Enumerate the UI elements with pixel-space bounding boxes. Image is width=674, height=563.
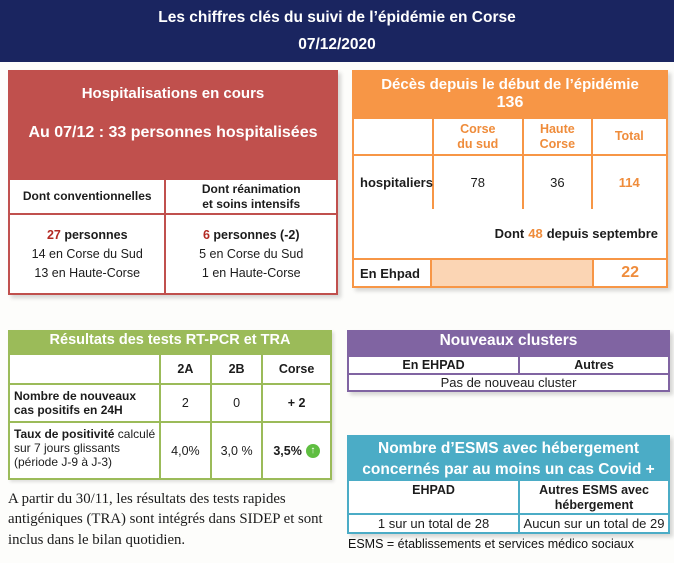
- esms-autres-value: Aucun sur un total de 29: [518, 515, 668, 532]
- count-line: 6 personnes (-2): [166, 226, 336, 245]
- count-value: 27: [46, 228, 61, 242]
- col-header-2b: 2B: [209, 355, 261, 383]
- esms-footnote: ESMS = établissements et services médico…: [348, 537, 634, 551]
- cell-reanimation: 6 personnes (-2) 5 en Corse du Sud 1 en …: [166, 215, 336, 293]
- deces-total-hospitaliers: 114: [618, 175, 640, 190]
- hospitalisations-title: Hospitalisations en cours: [81, 85, 265, 102]
- deces-table: Corse du sud Haute Corse Total hospitali…: [354, 119, 666, 209]
- tests-title: Résultats des tests RT-PCR et TRA: [10, 332, 330, 355]
- taux-2b: 3,0 %: [209, 421, 262, 478]
- deces-haute-corse: 36: [524, 156, 593, 209]
- col-header-autres-esms: Autres ESMS avec hébergement: [518, 481, 668, 513]
- nouveaux-cas-2b: 0: [209, 383, 262, 421]
- ehpad-spacer-cell: [432, 260, 595, 286]
- esms-data-row: 1 sur un total de 28 Aucun sur un total …: [349, 513, 668, 532]
- count-line: 27 personnes: [10, 226, 164, 245]
- trend-up-icon: ↑: [305, 443, 320, 458]
- note-value: 48: [528, 226, 543, 241]
- deces-corse-du-sud: 78: [434, 156, 525, 209]
- col-header-autres: Autres: [518, 357, 668, 373]
- detail-line: 13 en Haute-Corse: [34, 265, 141, 280]
- col-header-ehpad: EHPAD: [412, 483, 455, 497]
- page-date: 07/12/2020: [298, 35, 376, 53]
- deces-title: Décès depuis le début de l’épidémie: [381, 76, 639, 93]
- clusters-panel: Nouveaux clusters En EHPAD Autres Pas de…: [347, 330, 670, 392]
- note-prefix: Dont: [494, 226, 525, 241]
- hospitalisations-table: Dont conventionnelles Dont réanimation e…: [10, 180, 336, 293]
- clusters-title: Nouveaux clusters: [349, 332, 668, 357]
- tests-panel: Résultats des tests RT-PCR et TRA 2A 2B …: [8, 330, 332, 480]
- row-label-taux-positivite: Taux de positivité calculé sur 7 jours g…: [10, 421, 159, 478]
- row-label-hospitaliers: hospitaliers: [354, 156, 434, 209]
- count-suffix: personnes (-2): [209, 228, 300, 242]
- page-title: Les chiffres clés du suivi de l’épidémie…: [158, 8, 516, 26]
- detail-line: 5 en Corse du Sud: [199, 246, 304, 261]
- clusters-header-row: En EHPAD Autres: [349, 357, 668, 373]
- esms-header-row: EHPAD Autres ESMS avec hébergement: [349, 481, 668, 513]
- hospitalisations-panel: Hospitalisations en cours Au 07/12 : 33 …: [8, 70, 338, 295]
- tra-note-paragraph: A partir du 30/11, les résultats des tes…: [8, 491, 323, 548]
- nouveaux-cas-corse: + 2: [261, 383, 330, 421]
- col-header-empty: [354, 119, 434, 156]
- taux-corse-cell: 3,5% ↑: [261, 421, 330, 478]
- note-suffix: depuis septembre: [546, 226, 658, 241]
- count-value: 6: [202, 228, 210, 242]
- tests-table: 2A 2B Corse Nombre de nouveaux cas posit…: [10, 355, 330, 478]
- detail-line: 14 en Corse du Sud: [31, 246, 143, 261]
- ehpad-value: 22: [621, 264, 639, 281]
- hospitalisations-header: Hospitalisations en cours Au 07/12 : 33 …: [10, 72, 336, 180]
- deces-note: Dont 48 depuis septembre: [354, 209, 666, 258]
- col-header-2a: 2A: [158, 355, 210, 383]
- col-header-total: Total: [592, 119, 666, 156]
- deces-total: 136: [496, 94, 524, 111]
- taux-corse-value: 3,5%: [273, 443, 302, 458]
- detail-line: 1 en Haute-Corse: [201, 265, 301, 280]
- deces-header: Décès depuis le début de l’épidémie 136: [354, 72, 666, 119]
- esms-ehpad-value: 1 sur un total de 28: [377, 516, 490, 531]
- page-header: Les chiffres clés du suivi de l’épidémie…: [0, 0, 674, 62]
- deces-ehpad-row: En Ehpad 22: [354, 258, 666, 286]
- col-header-empty: [10, 355, 159, 383]
- col-header-reanimation: Dont réanimation et soins intensifs: [166, 180, 336, 215]
- esms-panel: Nombre d’ESMS avec hébergement concernés…: [347, 435, 670, 534]
- col-header-conventionnelles: Dont conventionnelles: [10, 180, 167, 215]
- nouveaux-cas-2a: 2: [158, 383, 210, 421]
- ehpad-label: En Ehpad: [354, 260, 432, 286]
- col-header-corse-du-sud: Corse du sud: [433, 119, 525, 156]
- deces-panel: Décès depuis le début de l’épidémie 136 …: [352, 70, 668, 288]
- clusters-status: Pas de nouveau cluster: [349, 373, 668, 390]
- col-header-corse: Corse: [261, 355, 330, 383]
- esms-title-line1: Nombre d’ESMS avec hébergement: [378, 440, 639, 457]
- hospitalisations-subtitle: Au 07/12 : 33 personnes hospitalisées: [28, 124, 318, 141]
- col-header-en-ehpad: En EHPAD: [402, 358, 465, 372]
- cell-conventionnelles: 27 personnes 14 en Corse du Sud 13 en Ha…: [10, 215, 167, 293]
- count-suffix: personnes: [60, 228, 128, 242]
- taux-2a: 4,0%: [158, 421, 210, 478]
- esms-header: Nombre d’ESMS avec hébergement concernés…: [349, 437, 668, 481]
- row-label-nouveaux-cas: Nombre de nouveaux cas positifs en 24H: [10, 383, 159, 421]
- esms-title-line2: concernés par au moins un cas Covid +: [362, 460, 655, 478]
- col-header-haute-corse: Haute Corse: [524, 119, 593, 156]
